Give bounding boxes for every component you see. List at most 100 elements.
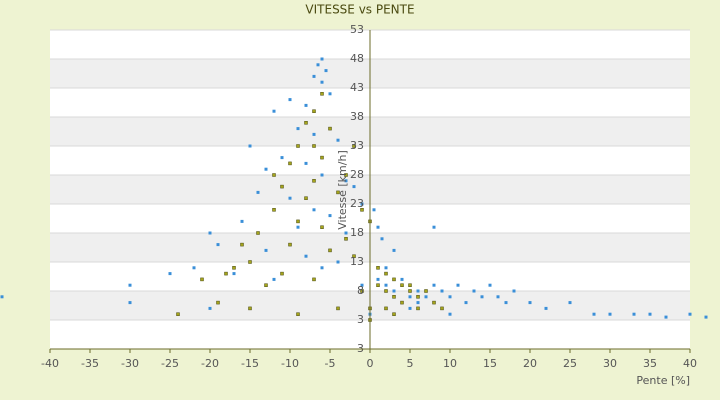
point: [688, 312, 692, 316]
point: [336, 260, 340, 264]
point: [312, 208, 316, 212]
point: [240, 242, 244, 247]
point: [344, 237, 348, 241]
point: [372, 208, 376, 212]
point: [376, 225, 380, 229]
point: [400, 283, 404, 287]
point: [312, 132, 316, 136]
point: [256, 231, 260, 235]
point: [312, 277, 316, 282]
point: [248, 260, 252, 264]
x-tick-label: -30: [121, 357, 139, 370]
y-tick-label: 3: [357, 313, 364, 326]
point: [360, 208, 364, 212]
point: [288, 196, 292, 200]
point: [200, 277, 204, 282]
point: [392, 248, 396, 252]
point: [512, 289, 516, 293]
point: [216, 300, 220, 305]
point: [424, 289, 428, 293]
point: [544, 306, 548, 310]
point: [320, 57, 324, 61]
point: [408, 295, 412, 299]
point: [416, 289, 420, 293]
point: [288, 242, 292, 247]
point: [408, 289, 412, 293]
point: [296, 219, 300, 224]
point: [320, 155, 324, 160]
point: [448, 295, 452, 299]
point: [464, 301, 468, 305]
point: [320, 80, 324, 84]
point: [328, 126, 332, 131]
point: [392, 295, 396, 299]
point: [488, 283, 492, 287]
point: [232, 272, 236, 276]
point: [416, 306, 420, 311]
y-tick-label: 38: [350, 110, 364, 123]
point: [304, 254, 308, 258]
point: [392, 277, 396, 282]
point: [128, 283, 132, 287]
point: [320, 92, 324, 96]
point: [264, 283, 268, 287]
point: [384, 306, 388, 311]
point: [440, 289, 444, 293]
x-tick-label: 40: [683, 357, 697, 370]
point: [168, 272, 172, 276]
point: [240, 219, 244, 223]
x-tick-label: -10: [281, 357, 299, 370]
point: [316, 63, 320, 67]
point: [304, 161, 308, 165]
point: [392, 312, 396, 316]
point: [336, 138, 340, 142]
y-tick-label: 8: [357, 284, 364, 297]
point: [448, 312, 452, 316]
point: [344, 179, 348, 183]
x-tick-label: -5: [325, 357, 336, 370]
point: [504, 301, 508, 305]
point: [296, 127, 300, 131]
point: [440, 306, 444, 311]
x-tick-label: -20: [201, 357, 219, 370]
point: [472, 289, 476, 293]
point: [296, 225, 300, 229]
point: [424, 295, 428, 299]
point: [344, 231, 348, 235]
point: [272, 208, 276, 212]
point: [296, 312, 300, 316]
point: [400, 277, 404, 281]
point: [272, 173, 276, 177]
point: [224, 271, 228, 276]
point: [408, 306, 412, 310]
point: [304, 103, 308, 107]
point: [360, 289, 364, 293]
point: [232, 266, 236, 270]
x-tick-label: 30: [603, 357, 617, 370]
x-tick-label: -35: [81, 357, 99, 370]
point: [376, 283, 380, 287]
point: [360, 283, 364, 287]
x-tick-label: 0: [367, 357, 374, 370]
point: [376, 277, 380, 281]
x-tick-label: -25: [161, 357, 179, 370]
point: [384, 283, 388, 287]
point: [320, 266, 324, 270]
point: [328, 92, 332, 96]
point: [352, 144, 356, 148]
point: [408, 283, 412, 287]
point: [352, 254, 356, 258]
x-tick-label: 10: [443, 357, 457, 370]
point: [312, 74, 316, 78]
point: [208, 231, 212, 235]
point: [632, 312, 636, 316]
x-tick-label: 5: [407, 357, 414, 370]
point: [568, 301, 572, 305]
y-tick-label: 18: [350, 226, 364, 239]
y-tick-label: 28: [350, 168, 364, 181]
y-tick-label: 43: [350, 81, 364, 94]
y-tick-label: 13: [350, 255, 364, 268]
point: [208, 306, 212, 310]
point: [648, 312, 652, 316]
